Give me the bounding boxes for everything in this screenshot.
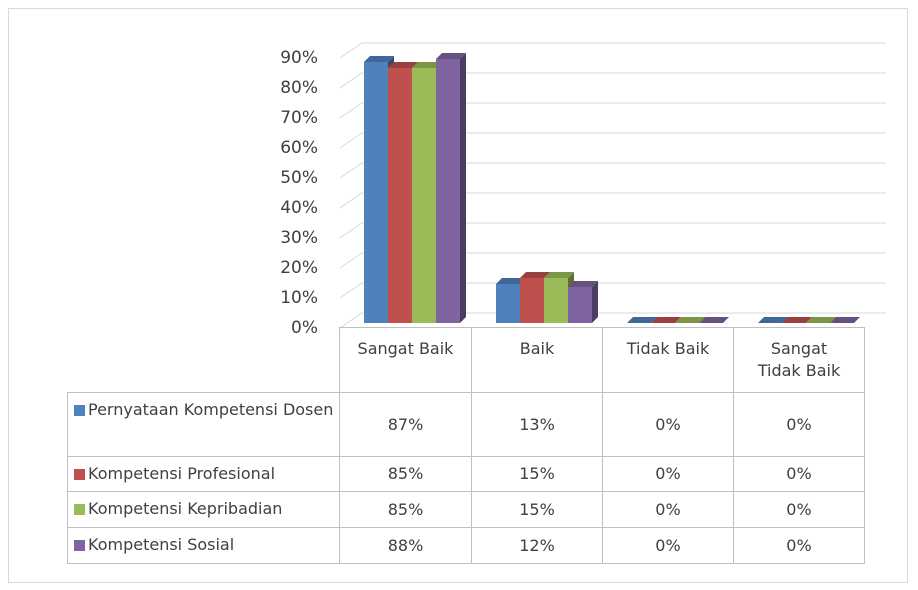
value-label: 88% — [339, 527, 472, 564]
legend-label: Kompetensi Profesional — [88, 464, 276, 483]
bar-top — [388, 62, 418, 68]
legend-cell: Kompetensi Profesional — [67, 456, 340, 492]
grid-line — [339, 162, 886, 179]
value-label: 15% — [471, 456, 603, 492]
bar-top — [568, 281, 598, 287]
grid-line — [339, 252, 886, 269]
y-tick-label: 40% — [280, 198, 318, 218]
bar — [568, 287, 592, 323]
bar-top — [436, 53, 466, 59]
value-label: 0% — [602, 456, 734, 492]
value-label: 0% — [602, 491, 734, 528]
y-tick-label: 70% — [280, 108, 318, 128]
value-label: 87% — [339, 392, 472, 457]
chart-frame — [8, 8, 908, 583]
bar-top — [496, 278, 526, 284]
category-header: Sangat Tidak Baik — [733, 327, 865, 393]
y-tick-label: 60% — [280, 138, 318, 158]
category-header: Sangat Baik — [339, 327, 472, 393]
bar-top — [830, 317, 860, 323]
value-label: 0% — [733, 392, 865, 457]
legend-label: Kompetensi Kepribadian — [88, 499, 283, 518]
bar — [412, 68, 436, 323]
grid-line — [339, 312, 886, 329]
grid-line — [339, 222, 886, 239]
y-tick-label: 50% — [280, 168, 318, 188]
bar-top — [806, 317, 836, 323]
category-header: Baik — [471, 327, 603, 393]
y-tick-label: 30% — [280, 228, 318, 248]
legend-swatch — [74, 540, 85, 551]
value-label: 0% — [733, 491, 865, 528]
grid-line — [339, 282, 886, 299]
bar-top — [675, 317, 705, 323]
bar-top — [364, 56, 394, 62]
value-label: 85% — [339, 491, 472, 528]
legend-cell: Pernyataan Kompetensi Dosen — [67, 392, 340, 457]
legend-label: Pernyataan Kompetensi Dosen — [88, 400, 334, 419]
value-label: 15% — [471, 491, 603, 528]
value-label: 0% — [602, 392, 734, 457]
bar-top — [520, 272, 550, 278]
bar — [436, 59, 460, 323]
bar-side — [592, 281, 598, 323]
grid-line — [339, 72, 886, 89]
value-label: 0% — [602, 527, 734, 564]
bar-side — [460, 53, 466, 323]
y-tick-label: 80% — [280, 78, 318, 98]
bar-top — [627, 317, 657, 323]
bar — [364, 62, 388, 323]
category-header: Tidak Baik — [602, 327, 734, 393]
bar — [388, 68, 412, 323]
y-tick-label: 10% — [280, 288, 318, 308]
value-label: 13% — [471, 392, 603, 457]
value-label: 85% — [339, 456, 472, 492]
grid-line — [339, 132, 886, 149]
legend-label: Kompetensi Sosial — [88, 535, 235, 554]
bar-top — [782, 317, 812, 323]
value-label: 0% — [733, 456, 865, 492]
value-label: 12% — [471, 527, 603, 564]
bar — [544, 278, 568, 323]
bar-top — [758, 317, 788, 323]
grid-line — [339, 42, 886, 59]
bar-top — [651, 317, 681, 323]
legend-swatch — [74, 405, 85, 416]
y-tick-label: 20% — [280, 258, 318, 278]
legend-cell: Kompetensi Sosial — [67, 527, 340, 564]
value-label: 0% — [733, 527, 865, 564]
bar-top — [699, 317, 729, 323]
legend-swatch — [74, 504, 85, 515]
legend-cell: Kompetensi Kepribadian — [67, 491, 340, 528]
grid-line — [339, 102, 886, 119]
bar — [520, 278, 544, 323]
legend-swatch — [74, 469, 85, 480]
y-tick-label: 90% — [280, 48, 318, 68]
grid-line — [339, 192, 886, 209]
y-tick-label: 0% — [291, 318, 318, 338]
bar-top — [544, 272, 574, 278]
bar-top — [412, 62, 442, 68]
bar — [496, 284, 520, 323]
